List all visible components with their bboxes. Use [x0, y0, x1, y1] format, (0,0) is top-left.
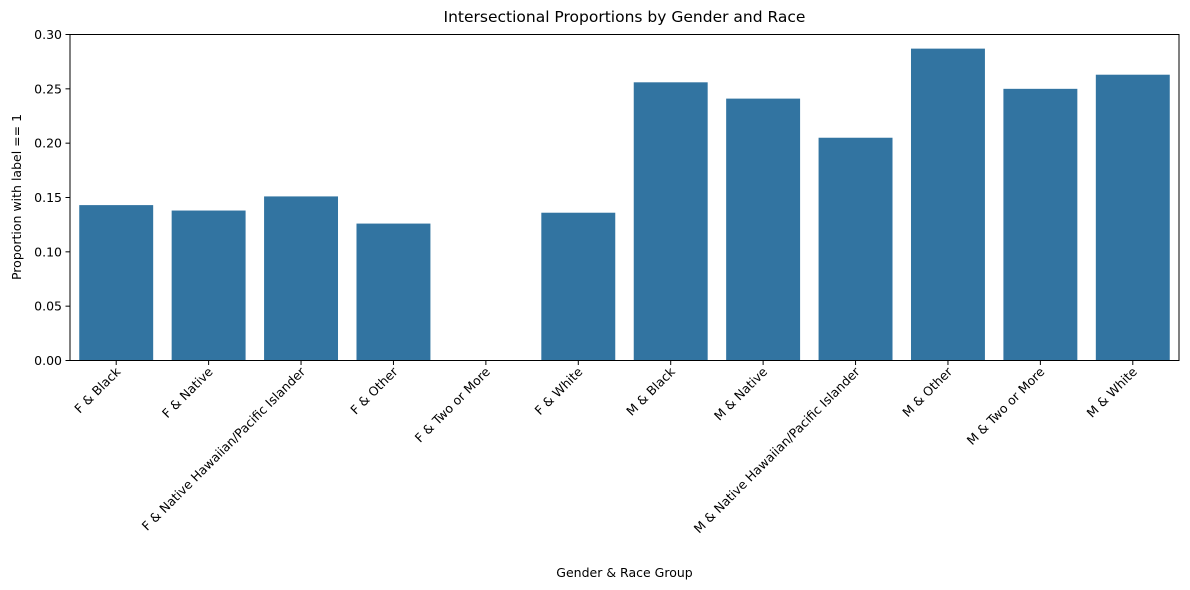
bar-8	[818, 137, 893, 361]
x-tick-label-11: M & White	[1083, 364, 1140, 421]
y-axis-label: Proportion with label == 1	[9, 114, 24, 280]
y-axis: 0.00 0.05 0.10 0.15 0.20 0.25 0.30	[34, 27, 70, 368]
x-tick-label-5: F & White	[532, 364, 586, 418]
bar-11	[1095, 74, 1170, 361]
bar-9	[910, 48, 985, 361]
bars-group	[79, 48, 1170, 361]
x-tick-label-10: M & Two or More	[964, 364, 1048, 448]
x-tick-label-9: M & Other	[899, 363, 955, 419]
bar-5	[541, 212, 616, 361]
bar-0	[79, 205, 154, 361]
x-tick-label-0: F & Black	[71, 363, 124, 416]
x-tick-label-1: F & Native	[159, 364, 216, 421]
bar-7	[726, 98, 801, 361]
y-tick-label-6: 0.30	[34, 27, 62, 42]
y-tick-label-5: 0.25	[34, 81, 62, 96]
x-tick-label-6: M & Black	[623, 363, 678, 418]
y-tick-label-0: 0.00	[34, 353, 62, 368]
x-tick-label-3: F & Other	[347, 363, 401, 417]
x-tick-label-4: F & Two or More	[412, 364, 494, 446]
y-tick-label-1: 0.05	[34, 299, 62, 314]
chart-title: Intersectional Proportions by Gender and…	[444, 8, 806, 26]
x-axis-label: Gender & Race Group	[556, 565, 692, 580]
bar-3	[356, 223, 431, 361]
bar-1	[171, 210, 246, 361]
bar-2	[264, 196, 339, 361]
x-tick-label-7: M & Native	[711, 364, 771, 424]
y-tick-label-3: 0.15	[34, 190, 62, 205]
x-tick-label-2: F & Native Hawaiian/Pacific Islander	[139, 363, 309, 533]
bar-10	[1003, 88, 1078, 361]
plot-frame	[69, 34, 1180, 361]
bar-6	[633, 82, 708, 361]
y-tick-label-4: 0.20	[34, 136, 62, 151]
x-tick-label-8: M & Native Hawaiian/Pacific Islander	[691, 363, 864, 536]
y-tick-label-2: 0.10	[34, 244, 62, 259]
